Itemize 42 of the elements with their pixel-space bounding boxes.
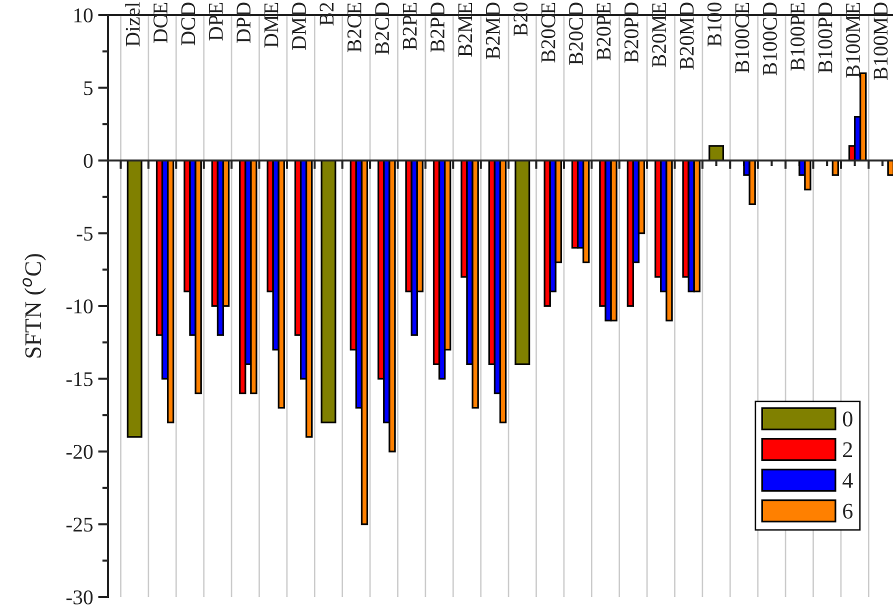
bar [708, 145, 724, 162]
x-tick-label: B100CE [735, 2, 750, 73]
legend-label: 6 [843, 504, 853, 519]
x-tick-label: B20CE [541, 2, 556, 63]
y-tick-label: -5 [76, 226, 93, 241]
x-tick-label: B100PD [818, 2, 832, 73]
legend-label: 4 [842, 473, 853, 488]
x-tick-label: DCD [181, 2, 196, 46]
x-tick-label: B20ME [652, 2, 666, 68]
x-tick-label: B100CD [762, 2, 777, 76]
x-tick-label: B2CD [375, 2, 390, 54]
x-tick-label: DCE [154, 2, 168, 43]
y-tick-label: -20 [66, 444, 93, 459]
bar [514, 160, 530, 366]
legend-label: 2 [843, 442, 852, 458]
x-tick-label: DPE [209, 2, 223, 41]
x-tick-label: DME [264, 2, 278, 48]
x-tick-label: B20PD [624, 2, 638, 63]
x-tick-label: B2PE [402, 2, 417, 50]
bar [320, 160, 336, 424]
x-tick-label: B20MD [680, 2, 694, 70]
x-tick-label: B2ME [458, 2, 472, 57]
x-tick-label: B100MD [874, 2, 888, 80]
bar [126, 160, 142, 438]
y-tick-label: -25 [66, 518, 93, 532]
y-tick-label: 10 [74, 8, 93, 22]
x-tick-label: B20CD [568, 2, 584, 65]
x-tick-label: B2CE [347, 2, 362, 52]
y-tick-label: 5 [84, 81, 93, 96]
y-tick-label: -15 [66, 372, 93, 386]
y-axis-title: SFTN ($^{o}$C) [22, 254, 46, 358]
y-tick-label: 0 [84, 154, 93, 168]
x-tick-label: B100ME [846, 2, 860, 78]
x-tick-label: B2PD [430, 2, 444, 52]
x-tick-label: DMD [292, 2, 306, 50]
x-tick-label: B100PE [790, 2, 805, 71]
x-tick-label: B20PE [596, 2, 611, 60]
y-tick-label: -10 [66, 299, 93, 314]
x-tick-label: B2MD [486, 2, 500, 60]
y-tick-label: -30 [66, 590, 93, 604]
x-tick-label: DPD [236, 2, 250, 43]
legend-label: 0 [842, 412, 852, 427]
